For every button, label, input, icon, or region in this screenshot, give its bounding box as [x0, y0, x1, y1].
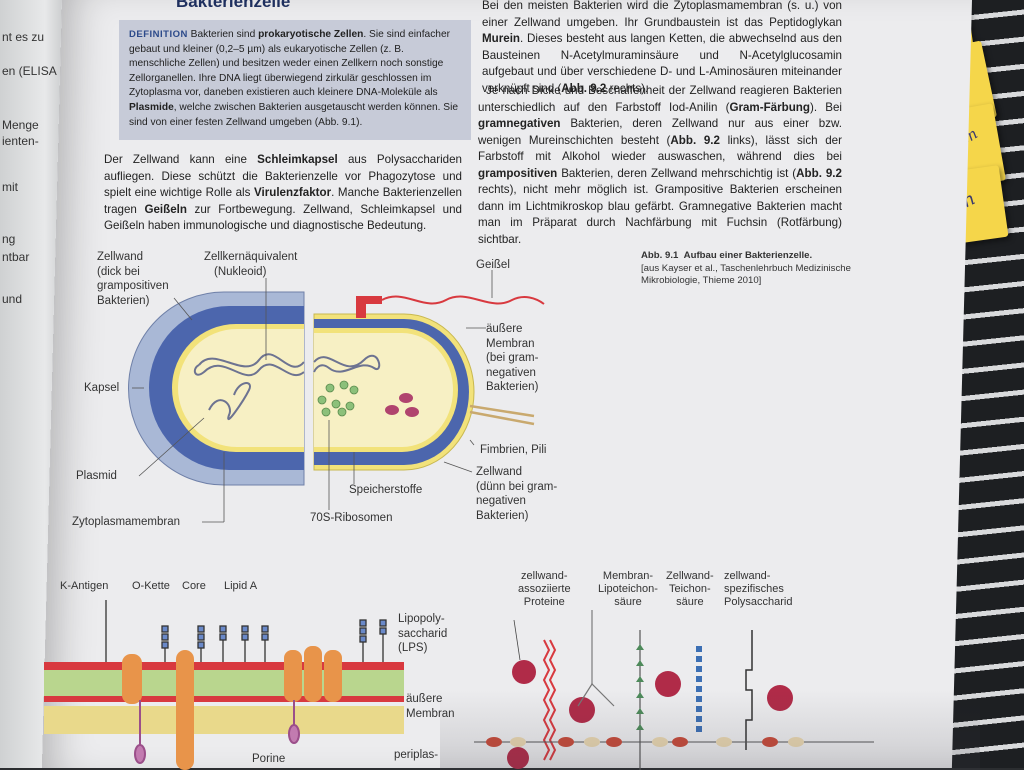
label-storage: Speicherstoffe — [349, 484, 423, 496]
definition-box: DEFINITION Bakterien sind prokaryotische… — [119, 20, 471, 140]
left-fragment: nt es zu — [2, 30, 45, 44]
left-fragment: und — [2, 292, 23, 306]
label-lipoteichoic: Membran- Lipoteichon- säure — [598, 570, 658, 608]
nucleoid-dna — [193, 353, 381, 377]
left-fragment: en (ELISA — [2, 64, 57, 78]
definition-tag: DEFINITION — [129, 29, 188, 40]
label-ribosomes: 70S-Ribosomen — [310, 512, 393, 524]
gram-positive-envelope-diagram — [474, 610, 874, 770]
definition-text: , welche zwischen Bakterien ausgetauscht… — [129, 101, 459, 128]
label-lps: Lipopoly- saccharid (LPS) — [398, 613, 448, 654]
wall-polysaccharide — [745, 630, 753, 750]
cytoplasm-left — [178, 329, 304, 447]
label-nucleoid: Zellkernäquivalent (Nukleoid) — [204, 251, 298, 278]
cell-right-half — [313, 313, 475, 471]
wall-protein — [569, 697, 595, 723]
label-porins: Porine — [252, 753, 286, 765]
label-outer-membrane-2: äußere Membran — [406, 693, 455, 720]
ribosomes — [317, 380, 359, 417]
paragraph-capsule: Der Zellwand kann eine Schleimkapsel aus… — [104, 153, 463, 232]
left-fragment: Menge — [2, 118, 39, 132]
wall-protein — [655, 671, 681, 697]
label-wall-proteins: zellwand- assoziierte Proteine — [518, 570, 571, 608]
label-periplasm: periplas- — [394, 749, 439, 761]
hand-shadow — [440, 690, 980, 770]
lps-chains — [105, 600, 387, 700]
figure-caption: Abb. 9.1 Aufbau einer Bakterienzelle. [a… — [641, 250, 851, 286]
lipoteichoic-acid — [636, 630, 644, 770]
porin-unit — [324, 650, 342, 702]
definition-text: . Sie sind einfacher gebaut und kleiner … — [129, 29, 451, 99]
label-wall-polysaccharide: zellwand- spezifisches Polysaccharid — [724, 570, 793, 608]
label-pili: Fimbrien, Pili — [480, 444, 547, 456]
left-fragment: ntbar — [2, 250, 30, 264]
bacterial-cell-diagram — [128, 270, 545, 523]
label-k-antigen: K-Antigen — [60, 580, 109, 592]
lps-head-layer — [44, 662, 404, 670]
wall-protein-strand — [542, 639, 551, 761]
wall-protein — [767, 685, 793, 711]
label-cytoplasm-membrane: Zytoplasmamembran — [72, 516, 181, 528]
cytoplasm-right — [314, 333, 453, 447]
membrane-tails — [44, 670, 404, 696]
murein-layer — [474, 737, 874, 747]
leader-lines — [132, 270, 493, 523]
label-core: Core — [182, 580, 206, 592]
left-fragment: ng — [2, 232, 16, 246]
flagellum — [381, 295, 545, 305]
membrane-protein — [122, 654, 142, 704]
label-cell-wall-thick: Zellwand (dick bei grampositiven Bakteri… — [97, 251, 169, 307]
label-wall-teichoic: Zellwand- Teichon- säure — [666, 570, 714, 608]
wall-protein — [512, 660, 536, 684]
wall-teichoic-acid — [696, 646, 702, 732]
definition-term: prokaryotische Zellen — [258, 29, 364, 40]
section-heading: Bakterienzelle — [176, 0, 291, 11]
lipoproteins — [134, 700, 300, 764]
periplasm-layer — [44, 706, 404, 734]
paragraph-gram: Je nach Dicke und Beschaffenheit der Zel… — [478, 84, 842, 246]
label-capsule: Kapsel — [84, 382, 120, 394]
gram-negative-envelope-diagram — [44, 600, 404, 770]
paragraph-murein: Bei den meisten Bakterien wird die Zytop… — [482, 0, 842, 95]
label-o-chain: O-Kette — [132, 580, 170, 592]
plasmid-loop — [208, 382, 251, 420]
flagellum-hook — [360, 296, 382, 304]
label-flagellum: Geißel — [476, 259, 510, 271]
flagellum-base — [356, 296, 366, 318]
leader-lines — [513, 610, 593, 684]
definition-text: Bakterien sind — [187, 29, 259, 40]
storage-granules — [385, 393, 419, 417]
porin-unit — [284, 650, 302, 702]
wall-protein-strand — [548, 639, 557, 761]
porin-unit — [304, 646, 322, 702]
inner-leaflet — [44, 696, 404, 702]
left-fragment: ienten- — [2, 134, 39, 148]
cell-left-half — [128, 291, 305, 486]
label-plasmid: Plasmid — [76, 470, 117, 482]
pili — [469, 404, 535, 426]
left-fragment: mit — [2, 180, 18, 194]
label-lipid-a: Lipid A — [224, 580, 258, 592]
label-cell-wall-thin: Zellwand (dünn bei gram- negativen Bakte… — [476, 466, 558, 522]
wall-protein — [507, 747, 529, 769]
transmembrane-protein — [176, 650, 194, 770]
label-outer-membrane: äußere Membran (bei gram- negativen Bakt… — [486, 323, 539, 393]
page-content: Bakterienzelle DEFINITION Bakterien sind… — [44, 0, 974, 770]
definition-term: Plasmide — [129, 101, 174, 113]
